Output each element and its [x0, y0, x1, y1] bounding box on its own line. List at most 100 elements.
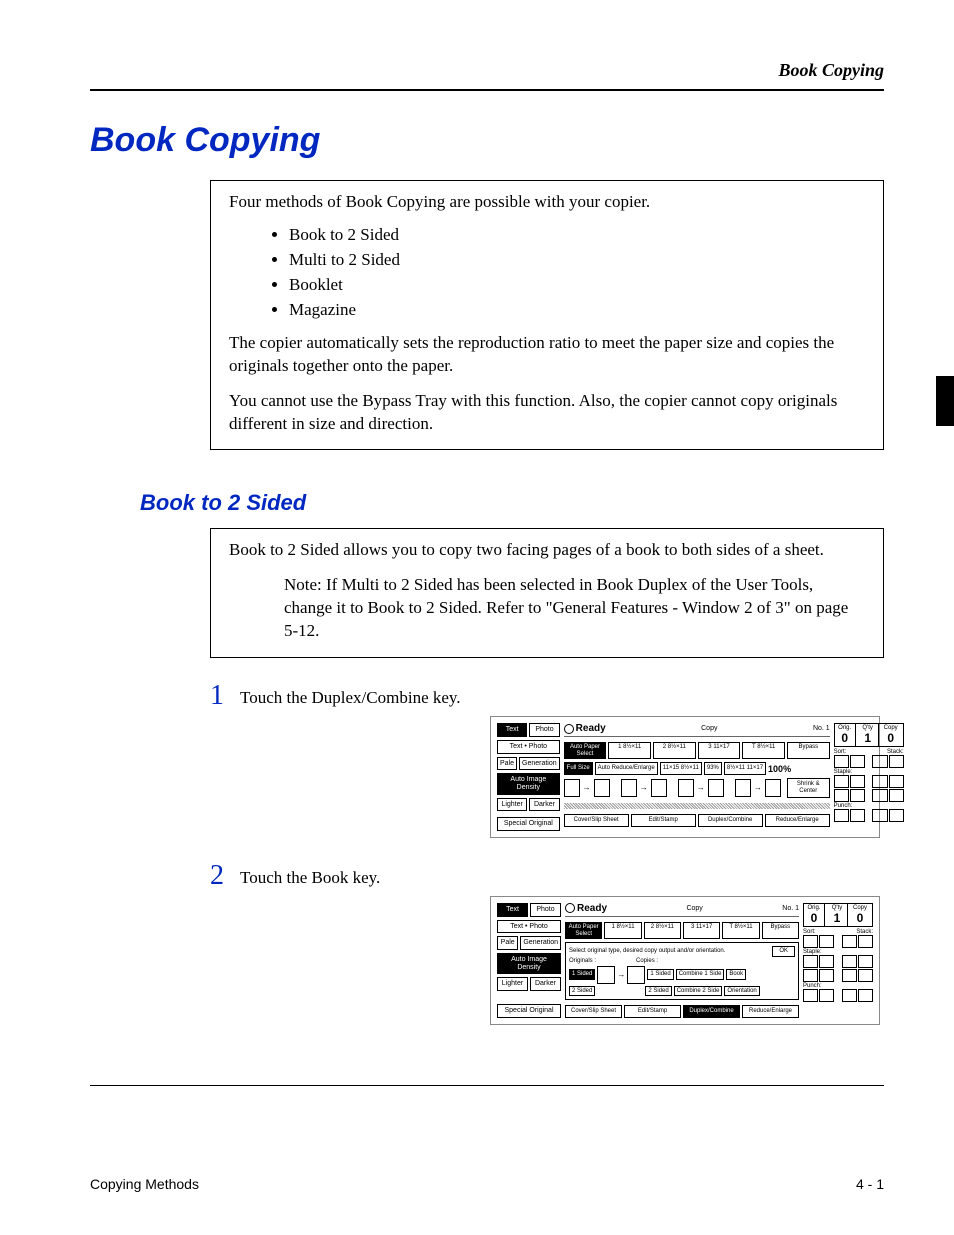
tray-2-button[interactable]: 2 8½×11: [644, 922, 681, 939]
mode-label: Copy: [612, 725, 807, 732]
lighter-button[interactable]: Lighter: [497, 977, 528, 991]
photo-button[interactable]: Photo: [529, 723, 559, 737]
book-button[interactable]: Book: [726, 969, 746, 980]
stack-option[interactable]: [872, 755, 887, 768]
combine-2side-button[interactable]: Combine 2 Side: [674, 986, 723, 997]
combine-1side-button[interactable]: Combine 1 Side: [676, 969, 725, 980]
generation-button[interactable]: Generation: [519, 757, 560, 771]
job-number: No. 1: [813, 725, 830, 732]
ok-button[interactable]: OK: [772, 946, 795, 957]
step-number: 1: [210, 682, 228, 710]
text-photo-button[interactable]: Text • Photo: [497, 920, 561, 934]
staple-option[interactable]: [850, 775, 865, 788]
staple-option[interactable]: [834, 775, 849, 788]
copies-1sided-button[interactable]: 1 Sided: [647, 969, 673, 980]
tray-1-button[interactable]: 1 8½×11: [608, 742, 651, 759]
tray-2-button[interactable]: 2 8½×11: [653, 742, 696, 759]
punch-option[interactable]: [819, 989, 834, 1002]
staple-option[interactable]: [889, 775, 904, 788]
staple-option[interactable]: [850, 789, 865, 802]
cover-slip-sheet-tab[interactable]: Cover/Slip Sheet: [564, 814, 629, 827]
punch-option[interactable]: [850, 809, 865, 822]
duplex-combine-tab[interactable]: Duplex/Combine: [683, 1005, 740, 1018]
arrow-icon: →: [754, 783, 762, 792]
copies-2sided-button[interactable]: 2 Sided: [645, 986, 671, 997]
arrow-icon: →: [617, 970, 625, 979]
orig-icon: [621, 779, 637, 797]
bypass-button[interactable]: Bypass: [787, 742, 830, 759]
ratio-93-button[interactable]: 93%: [704, 762, 722, 775]
sort-option[interactable]: [834, 755, 849, 768]
originals-2sided-button[interactable]: 2 Sided: [569, 986, 595, 997]
photo-button[interactable]: Photo: [530, 903, 561, 917]
staple-option[interactable]: [803, 969, 818, 982]
staple-option[interactable]: [889, 789, 904, 802]
step-text: Touch the Book key.: [240, 862, 380, 888]
tray-t-button[interactable]: T 8½×11: [742, 742, 785, 759]
shrink-center-button[interactable]: Shrink & Center: [787, 778, 830, 797]
auto-paper-select-button[interactable]: Auto Paper Select: [564, 742, 607, 759]
special-original-button[interactable]: Special Original: [497, 817, 560, 831]
preset-ratio-button[interactable]: 11×15 8½×11: [660, 762, 702, 775]
orientation-button[interactable]: Orientation: [724, 986, 759, 997]
sort-option[interactable]: [819, 935, 834, 948]
lighter-button[interactable]: Lighter: [497, 798, 527, 812]
punch-option[interactable]: [858, 989, 873, 1002]
tray-3-button[interactable]: 3 11×17: [683, 922, 720, 939]
punch-option[interactable]: [889, 809, 904, 822]
pale-button[interactable]: Pale: [497, 936, 518, 950]
staple-option[interactable]: [872, 789, 887, 802]
preset-ratio-button[interactable]: 8½×11 11×17: [724, 762, 766, 775]
auto-paper-select-button[interactable]: Auto Paper Select: [565, 922, 602, 939]
running-header: Book Copying: [90, 60, 884, 81]
stack-option[interactable]: [889, 755, 904, 768]
auto-image-density-button[interactable]: Auto Image Density: [497, 773, 560, 794]
text-button[interactable]: Text: [497, 903, 528, 917]
tray-3-button[interactable]: 3 11×17: [698, 742, 741, 759]
sort-option[interactable]: [803, 935, 818, 948]
edit-stamp-tab[interactable]: Edit/Stamp: [624, 1005, 681, 1018]
edit-stamp-tab[interactable]: Edit/Stamp: [631, 814, 696, 827]
section-lead: Book to 2 Sided allows you to copy two f…: [229, 539, 865, 562]
staple-option[interactable]: [834, 789, 849, 802]
counter-panel: Orig.0 Q'ty1 Copy0: [803, 903, 873, 927]
auto-image-density-button[interactable]: Auto Image Density: [497, 953, 561, 974]
originals-1sided-button[interactable]: 1 Sided: [569, 969, 595, 980]
intro-bullet: Book to 2 Sided: [289, 224, 865, 247]
generation-button[interactable]: Generation: [520, 936, 561, 950]
darker-button[interactable]: Darker: [529, 798, 559, 812]
punch-option[interactable]: [834, 809, 849, 822]
reduce-enlarge-tab[interactable]: Reduce/Enlarge: [742, 1005, 799, 1018]
bypass-button[interactable]: Bypass: [762, 922, 799, 939]
arrow-icon: →: [640, 783, 648, 792]
reduce-enlarge-tab[interactable]: Reduce/Enlarge: [765, 814, 830, 827]
special-original-button[interactable]: Special Original: [497, 1004, 561, 1018]
pale-button[interactable]: Pale: [497, 757, 517, 771]
punch-option[interactable]: [803, 989, 818, 1002]
cover-slip-sheet-tab[interactable]: Cover/Slip Sheet: [565, 1005, 622, 1018]
stack-option[interactable]: [858, 935, 873, 948]
staple-option[interactable]: [803, 955, 818, 968]
text-photo-button[interactable]: Text • Photo: [497, 740, 560, 754]
combine-icon: [708, 779, 724, 797]
staple-option[interactable]: [858, 955, 873, 968]
auto-reduce-enlarge-button[interactable]: Auto Reduce/Enlarge: [595, 762, 658, 775]
darker-button[interactable]: Darker: [530, 977, 561, 991]
staple-option[interactable]: [842, 969, 857, 982]
section-title: Book to 2 Sided: [140, 490, 884, 516]
staple-option[interactable]: [872, 775, 887, 788]
punch-option[interactable]: [872, 809, 887, 822]
intro-para: You cannot use the Bypass Tray with this…: [229, 390, 865, 436]
text-button[interactable]: Text: [497, 723, 527, 737]
duplex-combine-tab[interactable]: Duplex/Combine: [698, 814, 763, 827]
sort-option[interactable]: [850, 755, 865, 768]
staple-option[interactable]: [858, 969, 873, 982]
staple-option[interactable]: [842, 955, 857, 968]
tray-1-button[interactable]: 1 8½×11: [604, 922, 641, 939]
tray-t-button[interactable]: T 8½×11: [722, 922, 759, 939]
stack-option[interactable]: [842, 935, 857, 948]
punch-option[interactable]: [842, 989, 857, 1002]
staple-option[interactable]: [819, 955, 834, 968]
full-size-button[interactable]: Full Size: [564, 762, 593, 775]
staple-option[interactable]: [819, 969, 834, 982]
